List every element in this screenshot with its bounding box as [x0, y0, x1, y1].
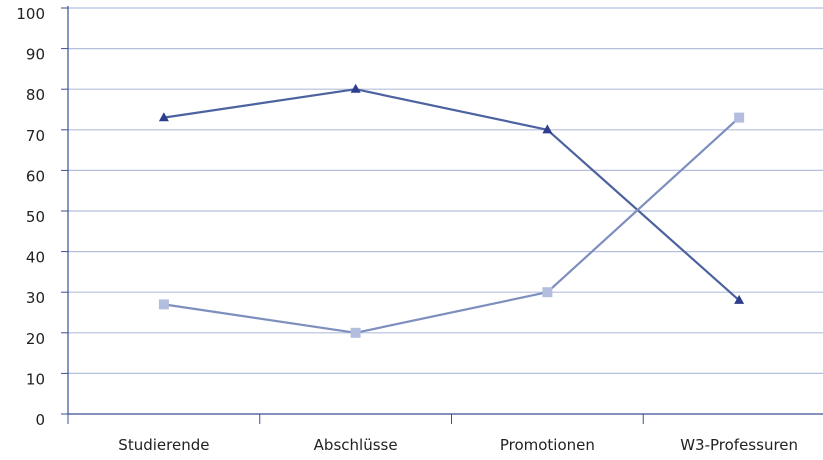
y-tick-label-40: 40	[26, 249, 45, 267]
series-1-point-2	[542, 287, 553, 298]
x-tick-label-2: Promotionen	[500, 436, 595, 454]
series-1-point-1	[350, 327, 361, 338]
axes	[67, 6, 823, 415]
x-tick-label-0: Studierende	[118, 436, 209, 454]
series-0-point-0	[158, 112, 169, 122]
series-lines	[163, 88, 740, 334]
series-1-line	[163, 116, 740, 334]
y-tick-label-70: 70	[26, 127, 45, 145]
series-1-point-0	[158, 299, 169, 310]
grid-lines	[68, 7, 823, 374]
series-0-line	[163, 88, 740, 302]
y-axis-ticks: 0 10 20 30 40 50 60 70 80 90 100	[16, 5, 68, 429]
y-tick-label-50: 50	[26, 208, 45, 226]
y-tick-label-30: 30	[26, 289, 45, 307]
y-tick-label-100: 100	[16, 5, 45, 23]
series-markers	[158, 83, 745, 338]
x-axis-ticks: Studierende Abschlüsse Promotionen W3-Profe…	[67, 414, 798, 454]
y-tick-label-90: 90	[26, 46, 45, 64]
y-tick-label-10: 10	[26, 370, 45, 388]
x-tick-label-3: W3-Professuren	[680, 436, 798, 454]
y-tick-label-80: 80	[26, 86, 45, 104]
series-0-point-1	[350, 83, 361, 93]
y-tick-label-0: 0	[35, 411, 45, 429]
y-tick-label-60: 60	[26, 167, 45, 185]
series-0-point-2	[542, 124, 553, 134]
y-tick-label-20: 20	[26, 330, 45, 348]
x-tick-label-1: Abschlüsse	[314, 436, 398, 454]
series-0-point-3	[734, 294, 745, 304]
series-1-point-3	[734, 112, 745, 123]
